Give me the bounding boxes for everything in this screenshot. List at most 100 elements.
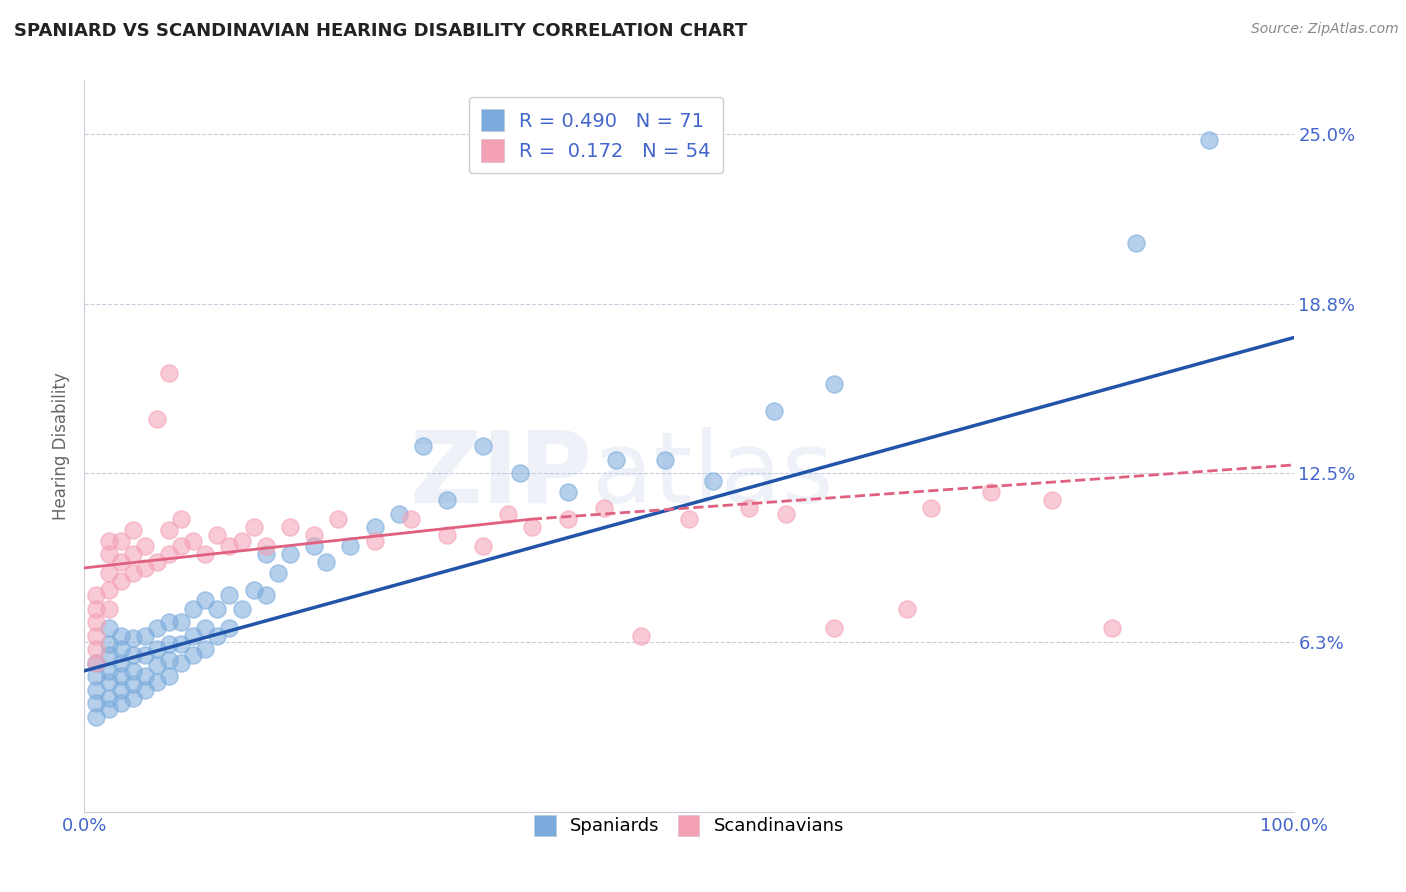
Point [520,520,543,534]
Point [97,533,120,548]
Point [110,656,132,670]
Point [97,664,120,678]
Point [157,547,180,561]
Point [436,493,458,508]
Point [170,512,193,526]
Point [630,629,652,643]
Point [254,539,277,553]
Point [157,523,180,537]
Point [194,547,217,561]
Point [328,512,350,526]
Point [302,539,325,553]
Point [121,566,143,581]
Point [157,669,180,683]
Point [181,629,204,643]
Point [823,620,845,634]
Point [110,697,132,711]
Point [339,539,361,553]
Point [86,669,108,683]
Point [231,601,253,615]
Point [97,547,120,561]
Point [134,669,156,683]
Text: SPANIARD VS SCANDINAVIAN HEARING DISABILITY CORRELATION CHART: SPANIARD VS SCANDINAVIAN HEARING DISABIL… [14,22,748,40]
Point [97,566,120,581]
Point [738,501,761,516]
Point [207,528,229,542]
Point [181,601,204,615]
Point [194,642,217,657]
Point [121,690,143,705]
Point [121,648,143,662]
Point [557,485,579,500]
Point [121,523,143,537]
Point [218,539,240,553]
Legend: Spaniards, Scandinavians: Spaniards, Scandinavians [527,807,851,843]
Point [1101,620,1123,634]
Point [146,674,169,689]
Point [181,648,204,662]
Point [121,547,143,561]
Point [110,629,132,643]
Point [97,648,120,662]
Point [412,439,434,453]
Point [86,642,108,657]
Point [509,466,531,480]
Point [218,588,240,602]
Point [242,582,264,597]
Point [436,528,458,542]
Point [762,404,785,418]
Point [278,520,301,534]
Point [472,439,495,453]
Point [775,507,797,521]
Point [97,690,120,705]
Point [678,512,700,526]
Point [1040,493,1063,508]
Point [110,642,132,657]
Point [170,656,193,670]
Point [218,620,240,634]
Point [121,664,143,678]
Point [157,637,180,651]
Point [110,533,132,548]
Point [134,539,156,553]
Point [97,674,120,689]
Point [157,615,180,629]
Point [593,501,616,516]
Text: ZIP: ZIP [409,426,592,524]
Point [170,637,193,651]
Point [1125,235,1147,250]
Point [1198,133,1220,147]
Point [242,520,264,534]
Point [134,561,156,575]
Point [194,620,217,634]
Point [146,620,169,634]
Text: Source: ZipAtlas.com: Source: ZipAtlas.com [1251,22,1399,37]
Point [121,677,143,691]
Point [86,682,108,697]
Point [110,682,132,697]
Point [97,601,120,615]
Point [363,520,385,534]
Point [896,601,918,615]
Point [146,412,169,426]
Point [399,512,422,526]
Point [472,539,495,553]
Point [86,656,108,670]
Point [254,547,277,561]
Point [207,629,229,643]
Point [181,533,204,548]
Point [146,642,169,657]
Point [86,656,108,670]
Point [557,512,579,526]
Point [97,637,120,651]
Point [702,474,724,488]
Point [980,485,1002,500]
Point [194,593,217,607]
Point [157,653,180,667]
Point [86,615,108,629]
Point [654,452,676,467]
Point [254,588,277,602]
Point [207,601,229,615]
Point [302,528,325,542]
Point [170,615,193,629]
